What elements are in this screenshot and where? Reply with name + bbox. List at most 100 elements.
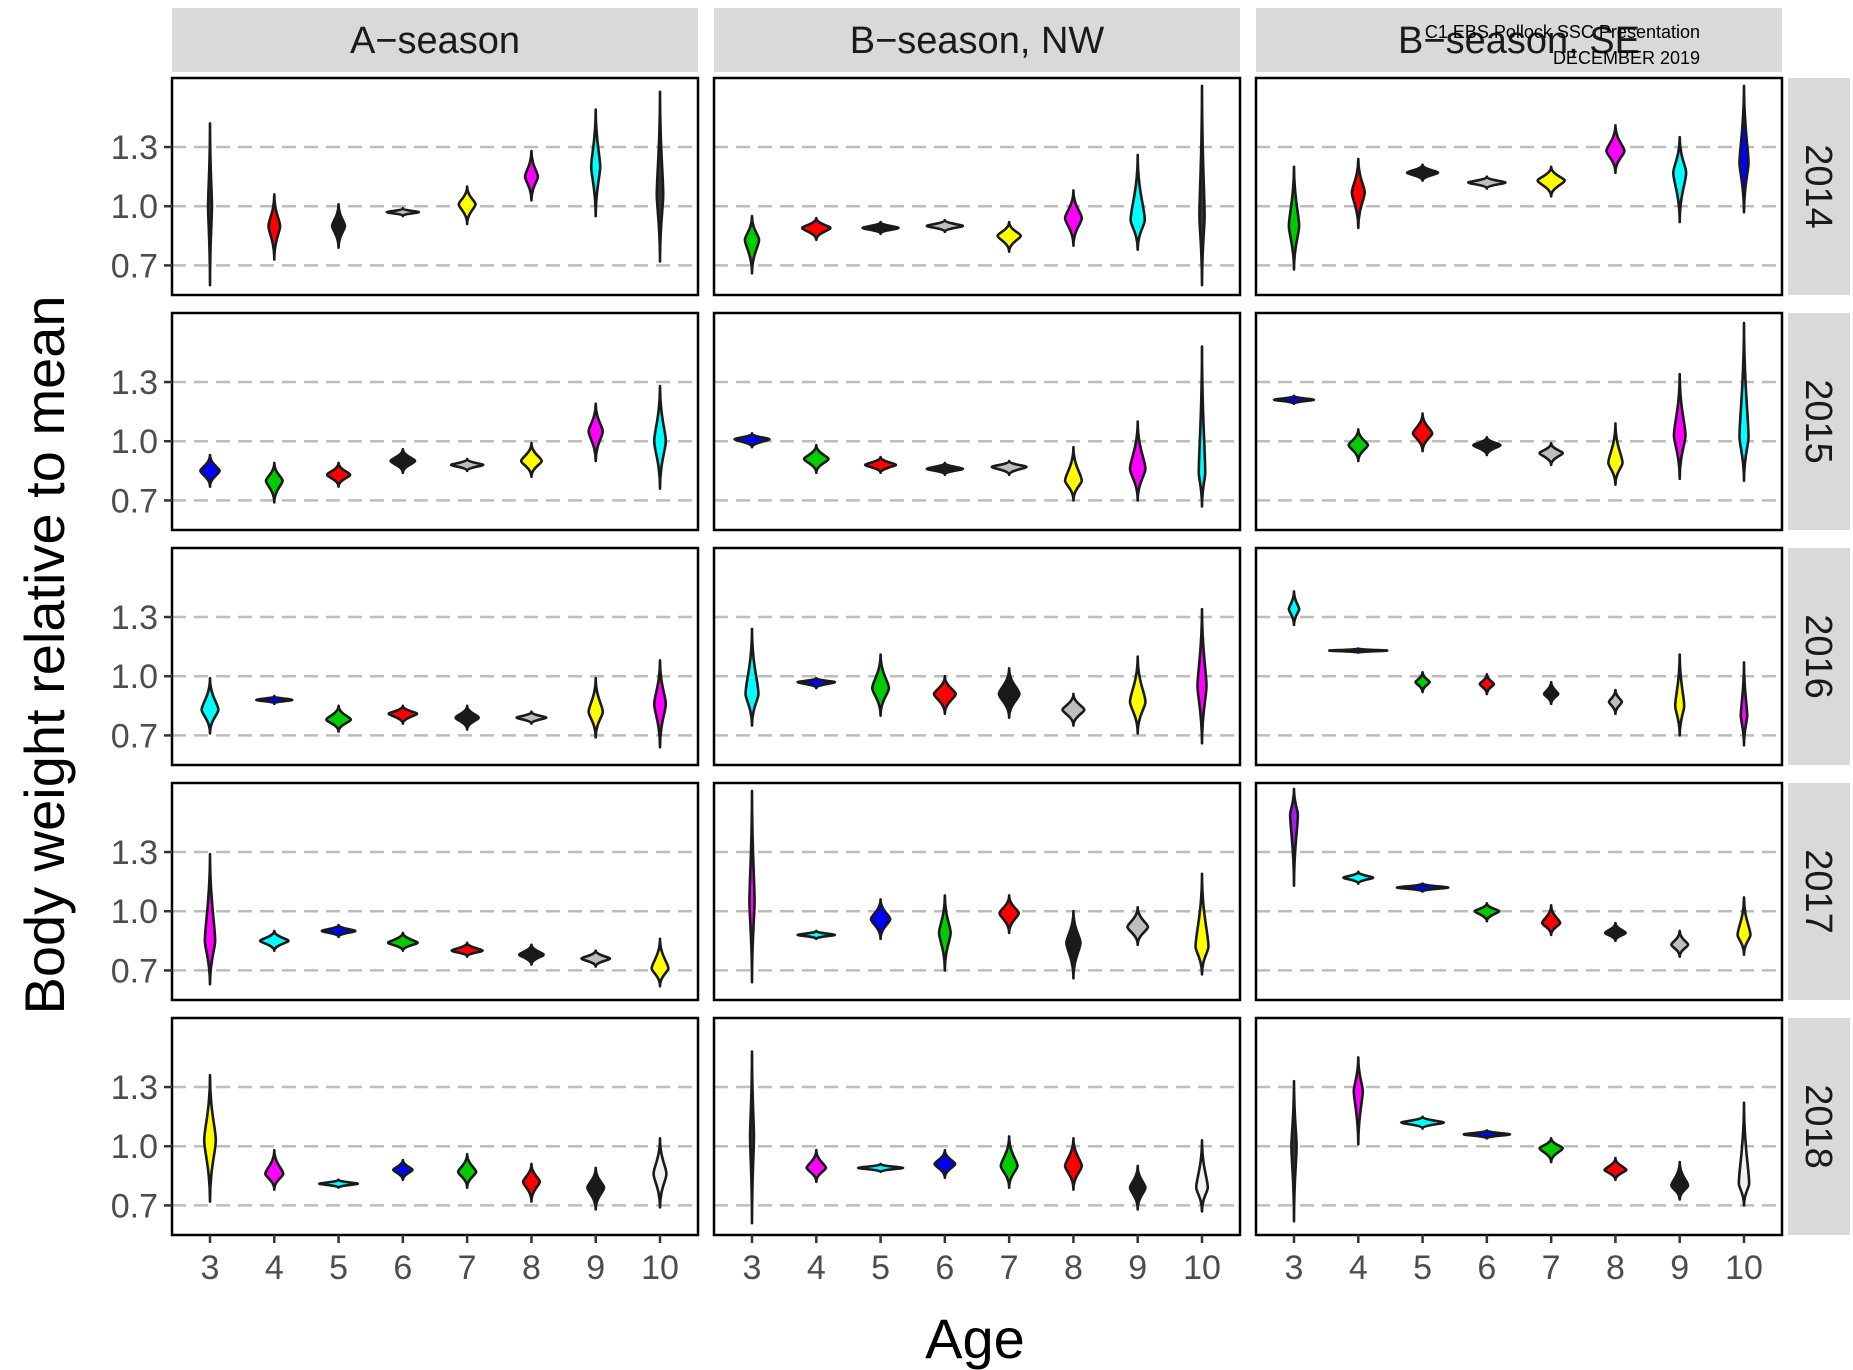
- violin-age-8: [1063, 1137, 1084, 1191]
- panel-background: [714, 78, 1240, 295]
- violin-age-3: [202, 1073, 218, 1203]
- violin-age-6: [925, 218, 965, 234]
- violin-age-8: [515, 710, 548, 725]
- violin-age-9: [1129, 153, 1147, 251]
- violin-age-10: [1197, 345, 1207, 508]
- violin-age-7: [1538, 1137, 1565, 1164]
- x-tick-label: 3: [743, 1249, 762, 1287]
- violin-age-6: [385, 206, 421, 218]
- facet-panel: [712, 76, 1242, 297]
- panel-background: [1256, 783, 1782, 1000]
- y-tick-label: 1.3: [111, 599, 158, 637]
- violin-age-7: [1536, 165, 1566, 198]
- violin-age-8: [1065, 909, 1082, 980]
- row-strip: [1788, 313, 1850, 530]
- violin-age-8: [1607, 688, 1624, 716]
- row-strip-label: 2017: [1797, 849, 1839, 934]
- violin-age-7: [990, 459, 1028, 477]
- panel-background: [1256, 78, 1782, 295]
- x-tick-label: 3: [1285, 1249, 1304, 1287]
- panel-background: [1256, 1018, 1782, 1235]
- violin-age-3: [743, 214, 761, 275]
- violin-age-6: [1466, 175, 1507, 190]
- panel-background: [714, 783, 1240, 1000]
- violin-age-9: [589, 108, 602, 218]
- violin-age-10: [650, 937, 670, 988]
- violin-age-7: [457, 185, 477, 226]
- row-strip-label: 2015: [1797, 379, 1839, 464]
- panel-background: [714, 548, 1240, 765]
- x-axis-title: Age: [925, 1307, 1025, 1370]
- violin-age-10: [652, 1137, 668, 1209]
- violin-age-10: [1739, 661, 1749, 747]
- violin-age-10: [1738, 321, 1750, 482]
- y-tick-label: 1.3: [111, 834, 158, 872]
- panel-border: [1254, 76, 1784, 297]
- violin-age-3: [733, 432, 771, 449]
- x-tick-label: 5: [871, 1249, 890, 1287]
- panel-border: [170, 546, 700, 767]
- violin-age-7: [1538, 441, 1565, 467]
- violin-age-6: [925, 461, 965, 477]
- violin-age-8: [1607, 422, 1624, 486]
- panel-background: [172, 548, 698, 765]
- x-tick-label: 5: [1413, 1249, 1432, 1287]
- violin-age-7: [1540, 904, 1562, 937]
- violin-age-7: [450, 941, 484, 958]
- x-tick-label: 6: [393, 1249, 412, 1287]
- violin-age-3: [1287, 590, 1301, 627]
- violin-age-5: [1395, 882, 1450, 893]
- violin-age-5: [863, 455, 898, 475]
- x-tick-label: 7: [1542, 1249, 1561, 1287]
- violin-age-4: [796, 676, 837, 690]
- panel-border: [712, 311, 1242, 532]
- panel-background: [714, 1018, 1240, 1235]
- violin-age-5: [870, 653, 891, 717]
- violin-age-10: [1737, 1101, 1751, 1207]
- panel-border: [712, 781, 1242, 1002]
- panel-background: [172, 783, 698, 1000]
- facet-strips: A−season B−season, NW B−season, SE 2014 2015…: [172, 8, 1850, 1235]
- y-tick-label: 0.7: [111, 247, 158, 285]
- violin-age-3: [200, 676, 220, 735]
- x-tick-label: 9: [1670, 1249, 1689, 1287]
- violin-age-8: [517, 943, 545, 966]
- column-strip: [172, 8, 698, 72]
- y-axis-title: Body weight relative to mean: [13, 295, 76, 1014]
- violin-age-5: [1414, 670, 1431, 694]
- panel-border: [1254, 311, 1784, 532]
- violin-age-5: [861, 220, 900, 236]
- violin-age-5: [317, 1178, 360, 1189]
- violin-age-6: [932, 674, 958, 716]
- violin-age-6: [1462, 1129, 1512, 1140]
- violin-age-5: [325, 704, 353, 733]
- violin-age-9: [1670, 929, 1690, 958]
- violin-age-3: [203, 852, 217, 986]
- row-strip: [1788, 1018, 1850, 1235]
- violin-age-10: [1194, 1139, 1210, 1213]
- violin-age-4: [263, 1148, 285, 1191]
- y-tick-label: 1.0: [111, 1128, 158, 1166]
- violin-age-5: [856, 1162, 905, 1174]
- facet-panel: [170, 76, 700, 297]
- y-tick-label: 1.0: [111, 188, 158, 226]
- violin-age-4: [800, 216, 832, 242]
- violin-age-4: [1342, 870, 1375, 885]
- facet-panel: [170, 546, 700, 767]
- violin-age-5: [1405, 163, 1440, 182]
- violin-age-9: [1671, 135, 1688, 224]
- violin-age-7: [998, 894, 1021, 935]
- x-tick-label: 7: [1000, 1249, 1019, 1287]
- y-tick-label: 1.0: [111, 423, 158, 461]
- violin-age-10: [1736, 896, 1752, 956]
- violin-age-9: [1126, 905, 1150, 947]
- violin-age-3: [206, 122, 214, 287]
- violin-age-8: [519, 441, 544, 479]
- x-tick-label: 4: [807, 1249, 826, 1287]
- panel-border: [712, 546, 1242, 767]
- violin-age-3: [748, 789, 756, 984]
- y-tick-label: 0.7: [111, 1187, 158, 1225]
- x-tick-label: 4: [265, 1249, 284, 1287]
- violin-age-7: [997, 667, 1021, 719]
- violin-age-8: [523, 149, 540, 202]
